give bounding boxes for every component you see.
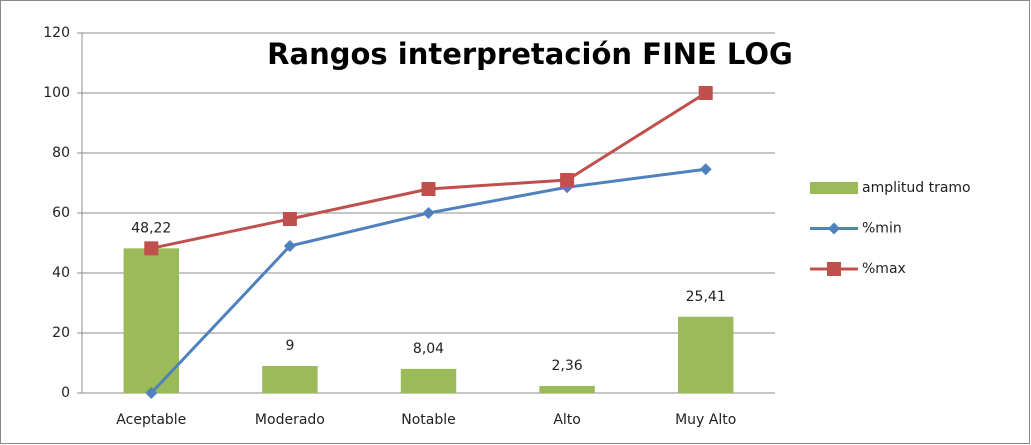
point [421,182,436,196]
legend-label: %max [862,261,906,277]
y-tick-label: 100 [43,85,70,101]
bar [262,366,318,393]
data-label: 8,04 [413,341,444,357]
y-tick-label: 60 [52,205,70,221]
point [283,240,296,252]
x-tick-label: Notable [401,412,456,428]
x-tick-label: Muy Alto [675,412,736,428]
point [422,207,435,219]
bar [123,248,180,393]
data-label: 25,41 [686,289,726,305]
bar [400,368,457,393]
x-tick-label: Moderado [255,412,325,428]
chart-title: Rangos interpretación FINE LOG [267,37,793,71]
point [699,163,712,176]
bar [677,316,734,393]
point [698,86,713,100]
legend-swatch [810,182,858,194]
point [282,212,297,226]
data-label: 9 [285,338,294,354]
point [560,173,575,187]
legend-marker [828,222,840,235]
y-tick-label: 120 [43,25,70,41]
bar [539,385,595,393]
data-label: 48,22 [131,220,171,236]
y-tick-label: 80 [52,145,70,161]
point [145,387,158,399]
x-tick-label: Alto [553,412,581,428]
point [144,241,159,256]
x-tick-label: Aceptable [116,412,186,428]
y-tick-label: 40 [52,265,70,281]
legend-label: %min [862,221,902,237]
y-tick-label: 20 [52,325,70,341]
legend-marker [827,262,841,276]
legend-label: amplitud tramo [862,180,971,196]
y-tick-label: 0 [61,385,70,401]
data-label: 2,36 [552,358,583,374]
